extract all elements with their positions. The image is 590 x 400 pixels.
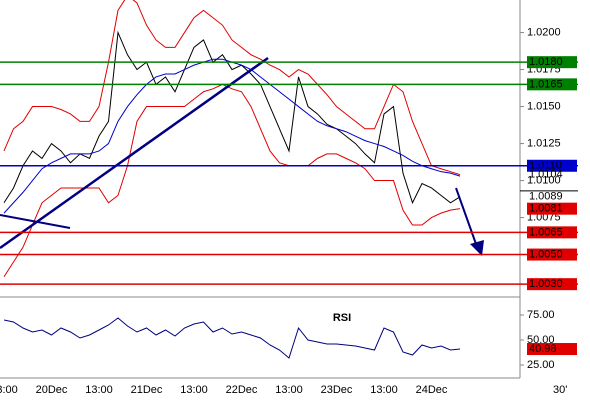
level-label: 1.0065 xyxy=(529,226,563,238)
x-tick-label: 24Dec xyxy=(416,384,448,396)
x-tick-label: 13:00 xyxy=(275,384,303,396)
y-tick-label: 25.00 xyxy=(527,359,555,371)
level-label-box xyxy=(527,159,577,172)
arrow-head xyxy=(470,240,484,256)
level-label-box xyxy=(527,248,577,261)
level-label: 1.0050 xyxy=(529,248,563,260)
level-label: 1.0180 xyxy=(529,56,563,68)
level-label-box xyxy=(527,78,577,91)
level-label: 1.0110 xyxy=(529,160,562,172)
last-value-box xyxy=(527,202,577,215)
y-tick-label: 1.0100 xyxy=(527,174,561,186)
trend-line xyxy=(0,56,269,250)
x-tick-label: 21Dec xyxy=(131,384,163,396)
last-value-label: 1.0081 xyxy=(529,203,563,215)
x-tick-label: 23Dec xyxy=(321,384,353,396)
trend-line xyxy=(0,214,71,229)
x-tick-label: 20Dec xyxy=(36,384,68,396)
level-label-box xyxy=(527,226,577,239)
x-tick-label: 13:00 xyxy=(370,384,398,396)
x-tick-label: 22Dec xyxy=(226,384,258,396)
x-tick-label: 13:00 xyxy=(180,384,208,396)
y-tick-label: 1.0225 xyxy=(527,0,561,1)
y-tick-label: 1.0200 xyxy=(527,26,561,38)
x-tick-label: 13:00 xyxy=(85,384,113,396)
level-label-box xyxy=(527,278,577,291)
level-label: 1.0030 xyxy=(529,278,563,290)
y-tick-label: 1.0150 xyxy=(527,100,561,112)
last-value-label: 1.0104 xyxy=(529,169,563,181)
forecast-arrow xyxy=(455,187,477,245)
y-tick-label: 1.0125 xyxy=(527,137,561,149)
timeframe: 30' xyxy=(553,384,567,396)
x-tick-label: 13:00 xyxy=(0,384,18,396)
last-value-label: 40.98 xyxy=(529,343,557,355)
series-line xyxy=(3,83,461,278)
y-tick-label: 50.00 xyxy=(527,334,555,346)
rsi-title: RSI xyxy=(333,312,351,324)
level-label-box xyxy=(527,56,577,69)
level-label: 1.0165 xyxy=(529,78,563,90)
series-line xyxy=(3,0,461,176)
last-value-box xyxy=(527,343,577,356)
y-tick-label: 75.00 xyxy=(527,309,555,321)
series-line xyxy=(3,317,461,359)
last-value-label: 1.0089 xyxy=(529,191,563,203)
